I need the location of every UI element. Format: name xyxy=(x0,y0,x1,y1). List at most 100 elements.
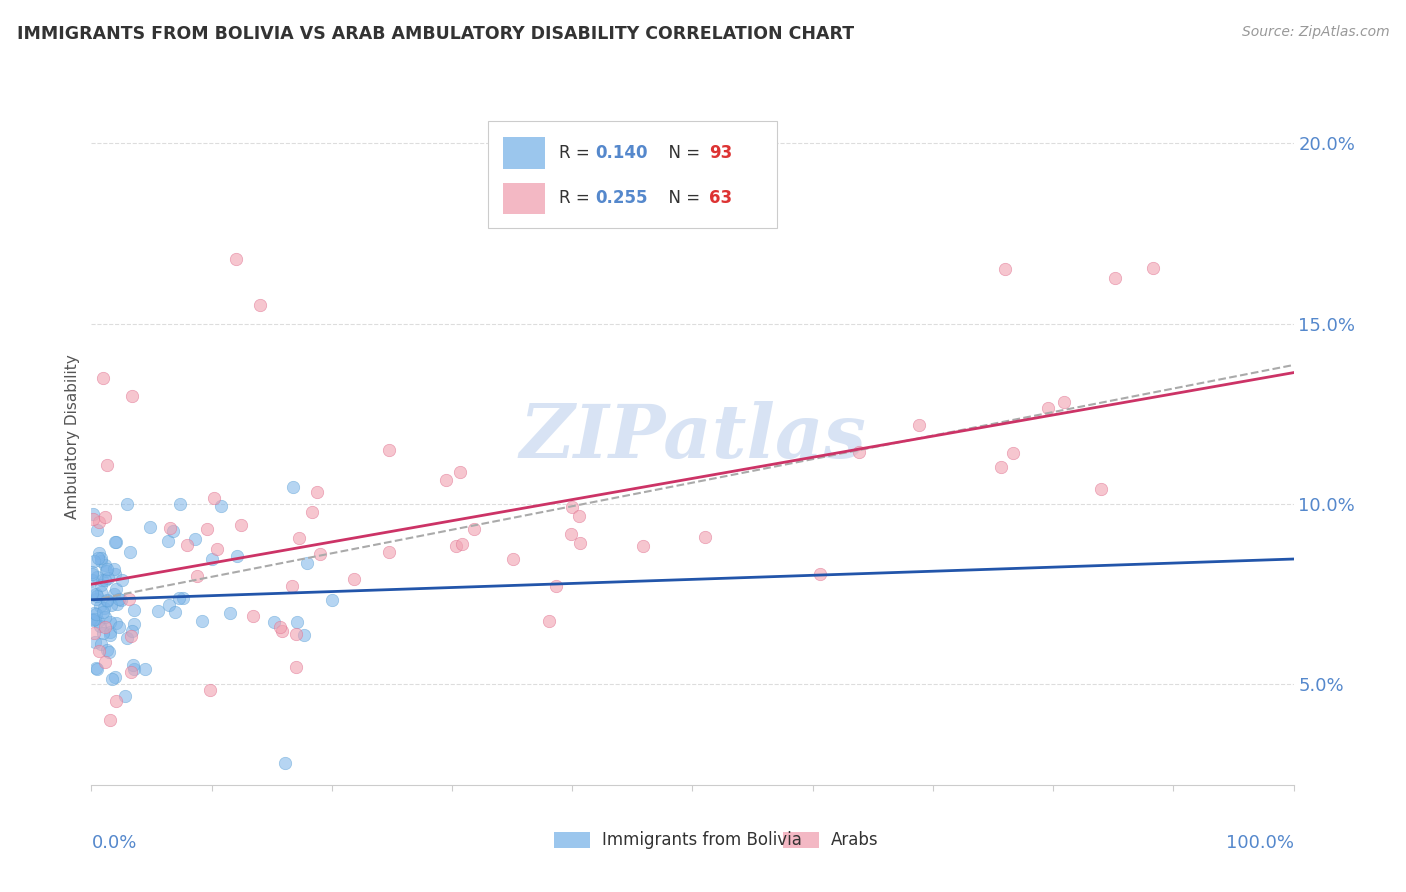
Point xyxy=(1090,482,1112,496)
Point xyxy=(263,615,285,630)
Point xyxy=(305,485,328,500)
Point xyxy=(87,643,110,657)
Point xyxy=(104,670,127,684)
Point xyxy=(84,607,107,621)
Point xyxy=(285,615,308,630)
Point xyxy=(631,539,654,553)
Text: N =: N = xyxy=(658,144,704,161)
Point xyxy=(197,522,219,536)
Point xyxy=(122,616,145,631)
Point xyxy=(111,573,134,587)
Point xyxy=(990,460,1012,475)
Point xyxy=(93,620,115,634)
Point xyxy=(436,473,458,487)
Point xyxy=(134,662,156,676)
Point xyxy=(96,594,118,608)
Point xyxy=(172,591,194,605)
Point xyxy=(569,536,592,550)
FancyBboxPatch shape xyxy=(488,120,776,228)
Point xyxy=(169,497,191,511)
Point xyxy=(90,554,112,568)
Point xyxy=(321,592,343,607)
Text: 100.0%: 100.0% xyxy=(1226,834,1294,852)
Point xyxy=(908,417,931,432)
Point xyxy=(186,569,208,583)
Text: IMMIGRANTS FROM BOLIVIA VS ARAB AMBULATORY DISABILITY CORRELATION CHART: IMMIGRANTS FROM BOLIVIA VS ARAB AMBULATO… xyxy=(17,25,853,43)
Point xyxy=(94,610,117,624)
Text: 0.0%: 0.0% xyxy=(91,834,136,852)
Point xyxy=(281,480,304,494)
Point xyxy=(378,545,401,559)
Bar xyxy=(554,832,591,847)
Point xyxy=(120,665,142,679)
Point xyxy=(80,565,103,579)
Point xyxy=(451,537,474,551)
Text: 0.140: 0.140 xyxy=(595,144,648,161)
Point xyxy=(98,615,121,630)
Point xyxy=(118,592,141,607)
Point xyxy=(242,608,264,623)
Point xyxy=(82,508,104,522)
Text: ZIPatlas: ZIPatlas xyxy=(519,401,866,474)
Point xyxy=(560,500,582,514)
Point xyxy=(165,605,187,619)
Point xyxy=(292,627,315,641)
Text: 93: 93 xyxy=(709,144,733,161)
Point xyxy=(93,601,115,615)
Point xyxy=(90,578,112,592)
Point xyxy=(98,628,121,642)
Point xyxy=(229,518,252,533)
Point xyxy=(176,538,198,552)
Point xyxy=(104,535,127,549)
Point xyxy=(103,587,125,601)
Point xyxy=(281,579,304,593)
Point xyxy=(94,558,117,573)
Point xyxy=(108,592,131,607)
Bar xyxy=(783,832,818,847)
Point xyxy=(560,527,582,541)
Point xyxy=(184,532,207,546)
Point xyxy=(93,625,115,640)
Point xyxy=(120,629,142,643)
Point xyxy=(98,713,121,727)
Point xyxy=(80,573,103,587)
Point xyxy=(288,531,311,545)
Point xyxy=(82,566,104,581)
Text: Source: ZipAtlas.com: Source: ZipAtlas.com xyxy=(1241,25,1389,39)
Point xyxy=(87,515,110,529)
Point xyxy=(546,579,568,593)
Bar xyxy=(502,183,544,214)
Point xyxy=(97,571,120,585)
Point xyxy=(87,615,110,629)
Point xyxy=(200,683,222,698)
Point xyxy=(86,523,108,537)
Point xyxy=(82,512,104,526)
Text: 63: 63 xyxy=(709,189,733,207)
Point xyxy=(80,611,103,625)
Point xyxy=(97,645,120,659)
Point xyxy=(309,547,332,561)
Point xyxy=(100,599,122,613)
Bar xyxy=(502,137,544,169)
Point xyxy=(86,661,108,675)
Point xyxy=(449,465,471,479)
Point xyxy=(117,631,139,645)
Point xyxy=(568,508,591,523)
Point xyxy=(83,554,105,568)
Text: R =: R = xyxy=(560,189,595,207)
Point xyxy=(86,592,108,607)
Point xyxy=(87,550,110,565)
Point xyxy=(209,500,232,514)
Point xyxy=(201,551,224,566)
Point xyxy=(104,582,127,597)
Point xyxy=(249,298,271,312)
Point xyxy=(274,756,297,771)
Point xyxy=(96,564,118,578)
Point xyxy=(205,542,228,557)
Point xyxy=(84,661,107,675)
Point xyxy=(377,443,399,458)
Text: N =: N = xyxy=(658,189,704,207)
Point xyxy=(502,552,524,566)
Point xyxy=(98,624,121,639)
Point xyxy=(103,562,125,576)
